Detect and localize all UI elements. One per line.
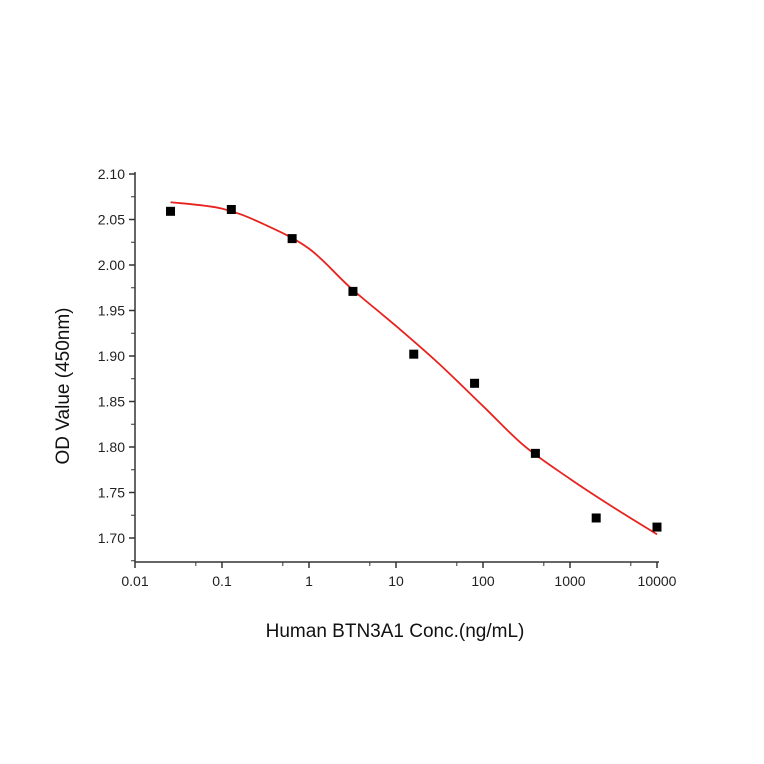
y-tick-label: 1.80	[98, 439, 125, 455]
x-tick-label: 1	[305, 573, 313, 589]
y-tick-label: 2.00	[98, 257, 125, 273]
data-point	[409, 349, 419, 359]
axes	[134, 172, 659, 563]
x-axis-title: Human BTN3A1 Conc.(ng/mL)	[266, 621, 525, 642]
data-point	[166, 206, 176, 216]
y-tick-label: 1.70	[98, 530, 125, 546]
ticks: 0.01 0.1 1 10 100 1000 10000 1.70 1.75 1.80 1.85 1.…	[98, 166, 677, 589]
y-tick-label: 2.10	[98, 166, 125, 182]
data-point	[226, 204, 236, 214]
data-points-layer	[166, 204, 662, 532]
data-point	[287, 234, 297, 244]
y-tick-label: 1.90	[98, 348, 125, 364]
data-point	[530, 448, 540, 458]
y-tick-label: 1.85	[98, 394, 125, 410]
fit-curve	[170, 201, 658, 536]
y-tick-label: 1.95	[98, 303, 125, 319]
x-tick-label: 10000	[638, 573, 677, 589]
data-point	[591, 513, 601, 523]
data-point	[652, 522, 662, 532]
fit-curve-layer	[170, 201, 658, 536]
x-tick-label: 0.1	[212, 573, 232, 589]
data-point	[348, 286, 358, 296]
x-tick-label: 100	[471, 573, 495, 589]
x-tick-label: 1000	[554, 573, 585, 589]
y-tick-label: 2.05	[98, 212, 125, 228]
data-point	[470, 378, 480, 388]
y-tick-label: 1.75	[98, 485, 125, 501]
y-axis-title: OD Value (450nm)	[53, 308, 74, 465]
x-tick-label: 10	[388, 573, 404, 589]
x-tick-label: 0.01	[121, 573, 148, 589]
